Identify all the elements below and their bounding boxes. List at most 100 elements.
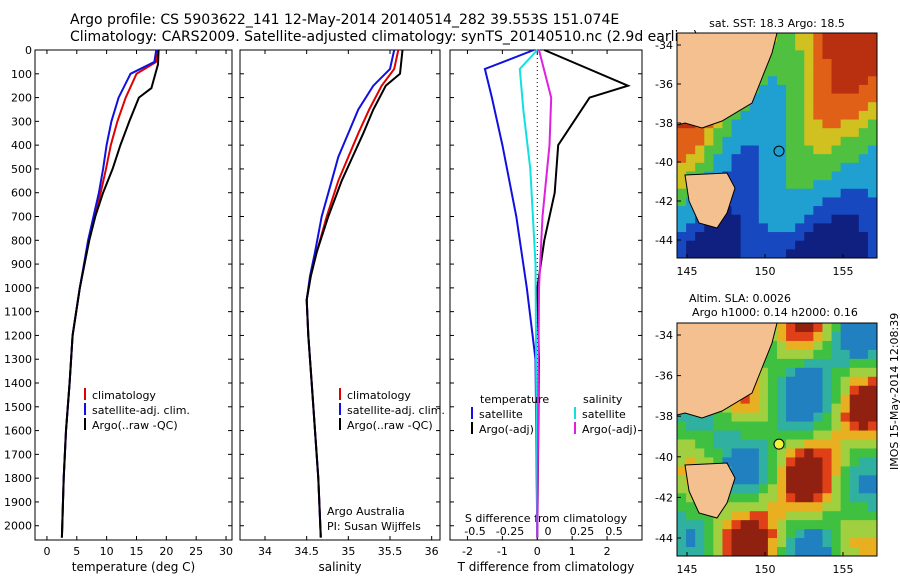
map-cell bbox=[731, 223, 742, 233]
map-cell bbox=[822, 232, 833, 242]
map-cell bbox=[822, 119, 833, 129]
map-cell bbox=[731, 403, 742, 414]
map-cell bbox=[858, 249, 869, 259]
map-cell bbox=[813, 67, 823, 77]
map-cell bbox=[840, 421, 851, 432]
map-cell bbox=[867, 206, 878, 216]
map-cell bbox=[831, 349, 842, 360]
map-cell bbox=[749, 240, 760, 250]
map-cell bbox=[804, 102, 814, 112]
map-cell bbox=[786, 502, 796, 512]
map-cell bbox=[749, 520, 760, 530]
map-cell bbox=[677, 412, 687, 423]
map-cell bbox=[786, 511, 796, 521]
map-cell bbox=[813, 171, 823, 181]
x-tick-label: 25 bbox=[189, 545, 203, 558]
map-cell bbox=[804, 67, 814, 77]
map-cell bbox=[867, 93, 878, 103]
map-cell bbox=[786, 67, 796, 77]
map-cell bbox=[677, 145, 687, 155]
map-cell bbox=[822, 493, 833, 503]
map-cell bbox=[758, 529, 769, 539]
map-cell bbox=[777, 128, 787, 138]
map-cell bbox=[722, 128, 733, 138]
map-cell bbox=[813, 394, 823, 405]
map-cell bbox=[731, 249, 742, 259]
map-cell bbox=[795, 162, 805, 172]
map-cell bbox=[695, 232, 705, 242]
map-cell bbox=[731, 475, 742, 485]
map-cell bbox=[786, 128, 796, 138]
map-cell bbox=[795, 448, 805, 458]
map-cell bbox=[749, 502, 760, 512]
x-tick-label: 35 bbox=[341, 545, 355, 558]
map-cell bbox=[731, 493, 742, 503]
map-cell bbox=[704, 145, 714, 155]
map-cell bbox=[677, 421, 687, 432]
map-cell bbox=[786, 403, 796, 414]
map-cell bbox=[722, 502, 733, 512]
map-cell bbox=[777, 502, 787, 512]
map-cell bbox=[795, 394, 805, 405]
map-cell bbox=[813, 340, 823, 351]
top-tick-label: 0.25 bbox=[570, 525, 595, 538]
map-cell bbox=[786, 41, 796, 51]
map-cell bbox=[831, 136, 842, 146]
map-cell bbox=[740, 128, 751, 138]
map-cell bbox=[749, 385, 760, 396]
map-cell bbox=[849, 358, 860, 369]
map-cell bbox=[840, 547, 851, 557]
map-cell bbox=[786, 102, 796, 112]
map-cell bbox=[740, 502, 751, 512]
map-cell bbox=[858, 331, 869, 342]
map-cell bbox=[758, 180, 769, 190]
map-cell bbox=[831, 421, 842, 432]
map-cell bbox=[786, 448, 796, 458]
map-cell bbox=[677, 249, 687, 259]
map-cell bbox=[804, 376, 814, 387]
map-cell bbox=[740, 475, 751, 485]
map-cell bbox=[767, 214, 778, 224]
map-cell bbox=[777, 154, 787, 164]
map-x-tick-label: 155 bbox=[833, 265, 854, 278]
map-cell bbox=[804, 457, 814, 467]
map-cell bbox=[867, 102, 878, 112]
map-cell bbox=[867, 502, 878, 512]
map-cell bbox=[731, 538, 742, 548]
map-cell bbox=[786, 84, 796, 95]
map-cell bbox=[758, 385, 769, 396]
map-cell bbox=[695, 249, 705, 259]
map-cell bbox=[677, 162, 687, 172]
map-cell bbox=[749, 538, 760, 548]
map-cell bbox=[867, 154, 878, 164]
map-cell bbox=[867, 466, 878, 476]
map-cell bbox=[795, 171, 805, 181]
map-cell bbox=[840, 529, 851, 539]
map-cell bbox=[822, 171, 833, 181]
map-cell bbox=[867, 412, 878, 423]
map-cell bbox=[767, 385, 778, 396]
map-cell bbox=[767, 110, 778, 121]
map-cell bbox=[695, 240, 705, 250]
map-cell bbox=[767, 529, 778, 539]
map-cell bbox=[722, 249, 733, 259]
map-cell bbox=[804, 206, 814, 216]
map-cell bbox=[777, 358, 787, 369]
map-cell bbox=[677, 448, 687, 458]
map-cell bbox=[840, 171, 851, 181]
map-cell bbox=[867, 403, 878, 414]
map-cell bbox=[813, 206, 823, 216]
panel-frame-temperature bbox=[34, 49, 233, 541]
map-cell bbox=[822, 33, 833, 43]
y-tick-label: 400 bbox=[11, 139, 32, 152]
map-cell bbox=[822, 110, 833, 121]
map-cell bbox=[777, 457, 787, 467]
map-cell bbox=[758, 466, 769, 476]
map-cell bbox=[822, 214, 833, 224]
map-cell bbox=[831, 188, 842, 198]
map-cell bbox=[804, 223, 814, 233]
map-cell bbox=[858, 162, 869, 172]
map-cell bbox=[758, 493, 769, 503]
map-cell bbox=[840, 484, 851, 494]
map-cell bbox=[786, 206, 796, 216]
